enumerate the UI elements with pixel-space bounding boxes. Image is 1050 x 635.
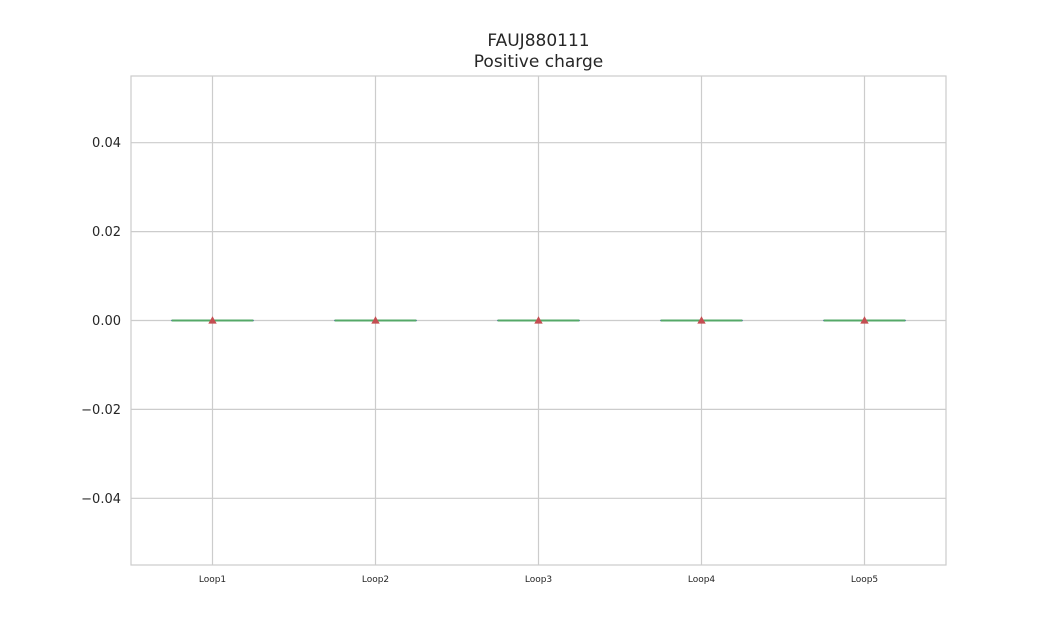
y-tick-label: 0.04 [92,136,121,151]
box-loop4 [660,316,743,324]
box-loop5 [823,316,906,324]
x-tick-label-loop1: Loop1 [199,575,226,585]
plot-area-frame [130,75,947,566]
mean-marker [371,316,380,324]
x-tick-label-loop5: Loop5 [851,575,878,585]
x-tick-label-loop3: Loop3 [525,575,552,585]
mean-marker [534,316,543,324]
x-axis: Loop1 Loop2 Loop3 Loop4 Loop5 [199,575,878,585]
box-loop1 [171,316,254,324]
box-series [171,316,906,324]
chart-subtitle: Positive charge [473,52,604,72]
mean-marker [697,316,706,324]
chart-title: FAUJ880111 [487,31,590,51]
mean-marker [860,316,869,324]
mean-marker [208,316,217,324]
y-tick-label: −0.04 [81,492,121,507]
y-tick-label: 0.02 [92,225,121,240]
y-tick-label: −0.02 [81,403,121,418]
y-axis: −0.04 −0.02 0.00 0.02 0.04 [81,136,121,507]
y-tick-label: 0.00 [92,314,121,329]
x-tick-label-loop2: Loop2 [362,575,389,585]
x-tick-label-loop4: Loop4 [688,575,716,585]
box-loop3 [497,316,580,324]
box-loop2 [334,316,417,324]
